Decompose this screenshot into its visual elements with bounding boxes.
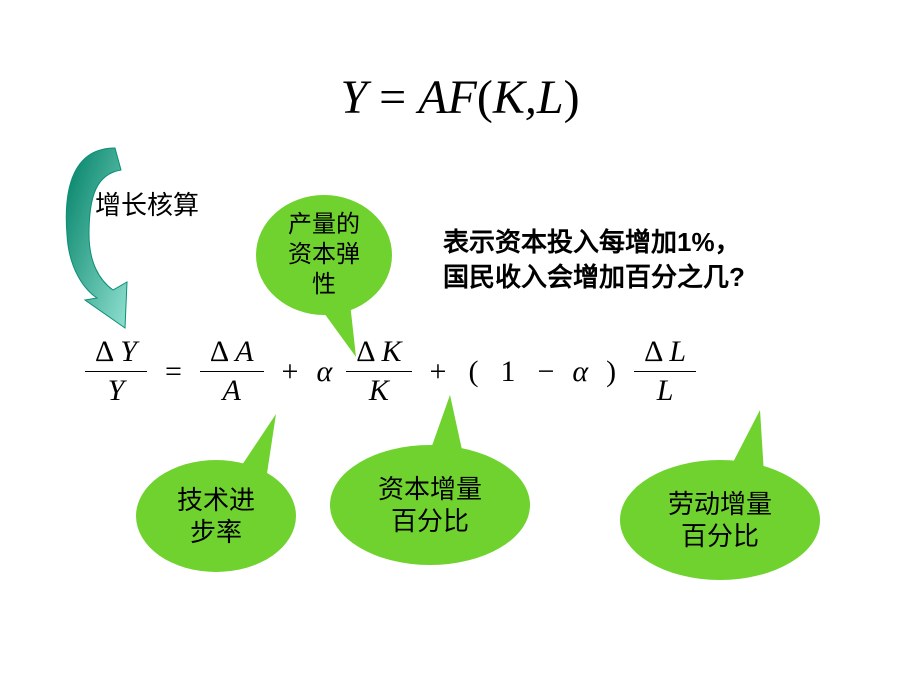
bubble-tech-text: 技术进 步率 <box>177 484 255 549</box>
sym-Y: Y <box>340 71 367 124</box>
alpha1: α <box>316 355 332 389</box>
arrow-label: 增长核算 <box>95 185 199 222</box>
lparen2: ( <box>464 355 482 389</box>
bubble-labor-increment: 劳动增量 百分比 <box>620 460 820 580</box>
frac-dY-Y: ΔY Y <box>85 335 147 408</box>
minus: − <box>533 355 558 389</box>
plus2: + <box>426 355 451 389</box>
rparen2: ) <box>602 355 620 389</box>
sym-A: A <box>418 71 447 124</box>
eq-sign: = <box>379 71 418 124</box>
bubble-tech-progress: 技术进 步率 <box>136 460 296 572</box>
sym-F: F <box>448 71 477 124</box>
bubble-output-elasticity: 产量的 资本弹 性 <box>256 195 392 315</box>
rparen: ) <box>564 71 580 124</box>
frac-dA-A: ΔA A <box>200 335 264 408</box>
bubble-elasticity-text: 产量的 资本弹 性 <box>288 210 360 300</box>
explanation-text: 表示资本投入每增加1%， 国民收入会增加百分之几? <box>443 225 745 295</box>
frac-dL-L: ΔL L <box>634 335 696 408</box>
bubble-labor-text: 劳动增量 百分比 <box>668 488 772 553</box>
lparen: ( <box>477 71 493 124</box>
production-function-formula: Y = AF(K,L) <box>0 70 920 125</box>
growth-accounting-arrow <box>55 140 145 345</box>
bubble-capital-text: 资本增量 百分比 <box>378 473 482 538</box>
one: 1 <box>496 355 519 389</box>
alpha2: α <box>572 355 588 389</box>
bubble-capital-increment: 资本增量 百分比 <box>330 445 530 565</box>
args-KL: K,L <box>493 71 564 124</box>
plus1: + <box>278 355 303 389</box>
equals: = <box>161 355 186 389</box>
